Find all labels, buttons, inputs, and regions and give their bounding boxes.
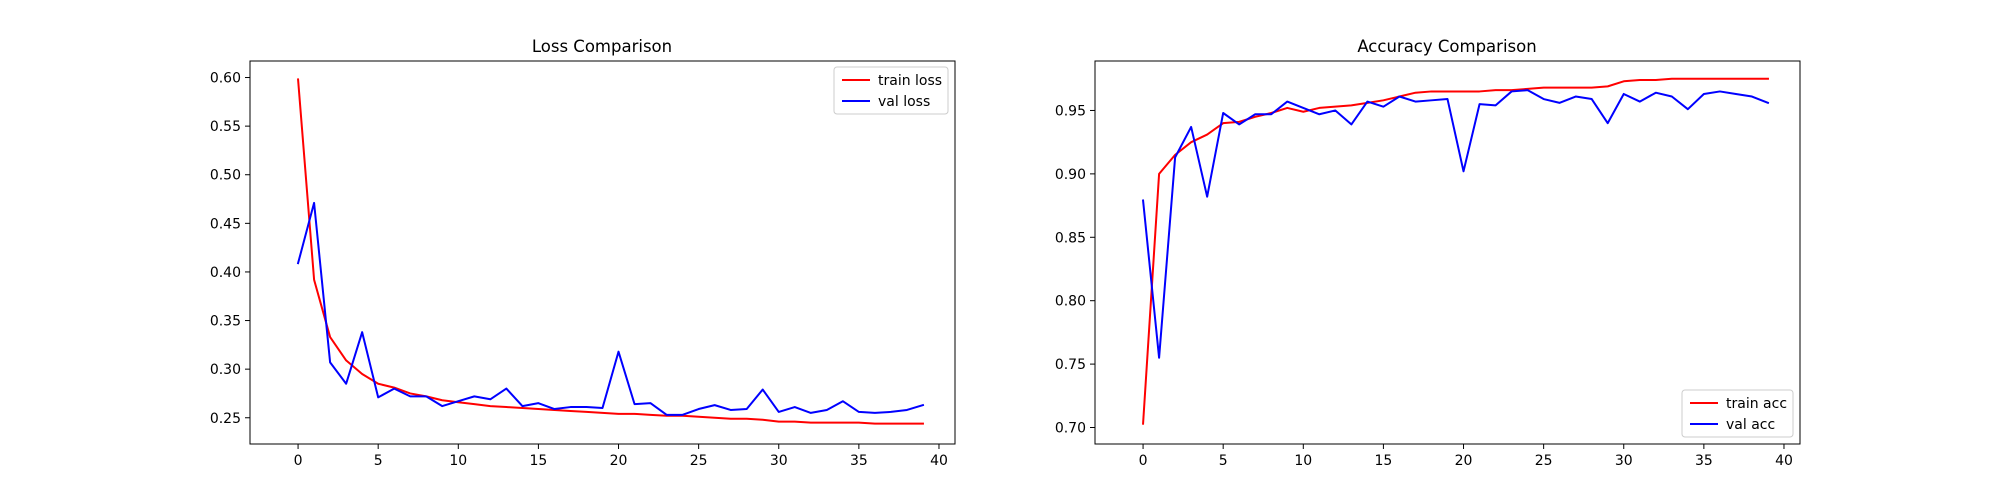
loss-x-tick-label: 10	[449, 453, 467, 469]
loss-chart-title: Loss Comparison	[532, 37, 672, 56]
loss-x-tick-label: 15	[529, 453, 547, 469]
accuracy-axes-layer: 0 5 10 15 20 25 30 35 40 0.70 0.75 0.80 0.85 0.90 0.95	[1055, 103, 1793, 469]
legend-train-loss-label: train loss	[878, 73, 942, 89]
loss-y-tick-label: 0.35	[210, 314, 241, 330]
accuracy-x-tick-label: 30	[1615, 453, 1633, 469]
accuracy-y-tick-label: 0.85	[1055, 230, 1086, 246]
accuracy-x-tick-label: 15	[1374, 453, 1392, 469]
accuracy-comparison-plot: Accuracy Comparison 0 5 10 15 20 25 30 35 40 0.70…	[1055, 37, 1801, 469]
accuracy-x-tick-label: 40	[1775, 453, 1793, 469]
accuracy-x-tick-label: 0	[1139, 453, 1148, 469]
accuracy-plot-area	[1095, 61, 1800, 444]
accuracy-y-tick-label: 0.90	[1055, 167, 1086, 183]
accuracy-x-tick-label: 25	[1535, 453, 1553, 469]
loss-x-tick-label: 30	[770, 453, 788, 469]
loss-y-tick-label: 0.50	[210, 168, 241, 184]
loss-y-tick-label: 0.30	[210, 362, 241, 378]
loss-y-tick-label: 0.45	[210, 216, 241, 232]
accuracy-x-tick-label: 10	[1294, 453, 1312, 469]
loss-y-tick-label: 0.60	[210, 71, 241, 87]
accuracy-chart-title: Accuracy Comparison	[1357, 37, 1536, 56]
accuracy-legend: train acc val acc	[1681, 389, 1794, 438]
accuracy-y-tick-label: 0.80	[1055, 294, 1086, 310]
loss-x-tick-label: 40	[930, 453, 948, 469]
loss-comparison-plot: Loss Comparison 0 5 10 15 20 25 30 35 40 0.25 0.30…	[210, 37, 956, 469]
loss-x-tick-label: 5	[374, 453, 383, 469]
loss-axes-frame	[249, 60, 956, 445]
accuracy-x-tick-label: 20	[1455, 453, 1473, 469]
accuracy-y-tick-label: 0.95	[1055, 103, 1086, 119]
loss-x-tick-label: 20	[610, 453, 628, 469]
accuracy-x-tick-label: 35	[1695, 453, 1713, 469]
legend-val-acc-label: val acc	[1726, 417, 1775, 433]
val-loss-series-line	[296, 201, 925, 416]
loss-y-tick-label: 0.25	[210, 411, 241, 427]
loss-x-tick-label: 0	[294, 453, 303, 469]
accuracy-axes-frame	[1094, 60, 1801, 445]
legend-val-loss-label: val loss	[878, 94, 930, 110]
loss-series-layer	[296, 78, 925, 425]
loss-axes-layer: 0 5 10 15 20 25 30 35 40 0.25 0.30 0.35 0.40 0.45 0.50…	[210, 71, 948, 469]
val-acc-series-line	[1141, 89, 1770, 359]
accuracy-y-tick-label: 0.75	[1055, 357, 1086, 373]
loss-legend: train loss val loss	[833, 66, 949, 115]
train-loss-series-line	[296, 78, 924, 425]
accuracy-x-tick-label: 5	[1219, 453, 1228, 469]
legend-train-acc-label: train acc	[1726, 396, 1787, 412]
loss-y-tick-label: 0.40	[210, 265, 241, 281]
loss-x-tick-label: 35	[850, 453, 868, 469]
accuracy-y-tick-label: 0.70	[1055, 421, 1086, 437]
loss-legend-box	[833, 66, 949, 115]
accuracy-series-layer	[1141, 77, 1770, 425]
loss-x-tick-label: 25	[690, 453, 708, 469]
accuracy-legend-box	[1681, 389, 1794, 438]
loss-plot-area	[250, 61, 955, 444]
loss-y-tick-label: 0.55	[210, 119, 241, 135]
